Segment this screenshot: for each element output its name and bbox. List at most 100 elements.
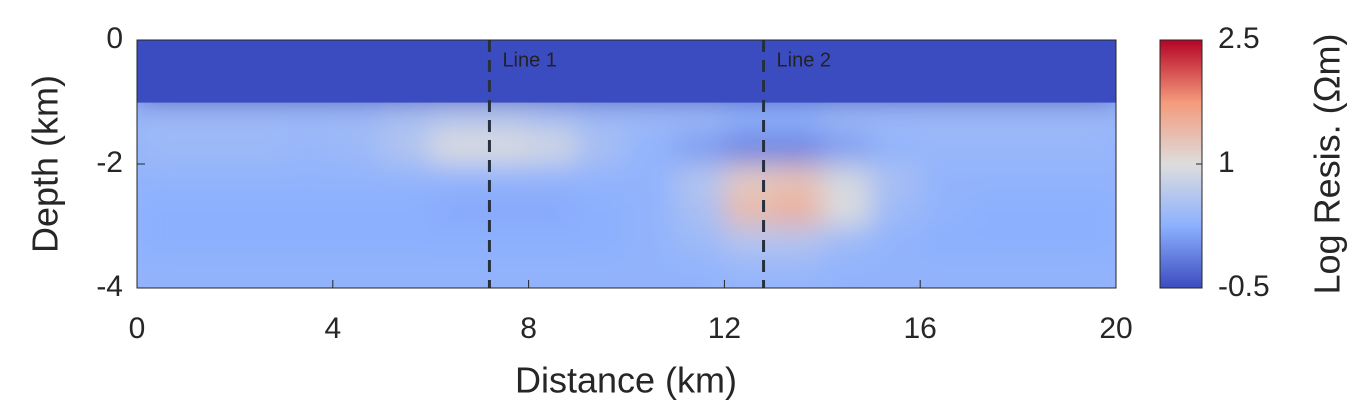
heatmap-cell bbox=[772, 225, 823, 258]
heatmap-cell bbox=[185, 101, 236, 134]
heatmap-cell bbox=[381, 101, 432, 134]
heatmap-cell bbox=[919, 101, 970, 134]
heatmap-cell bbox=[430, 225, 481, 258]
heatmap-cell bbox=[577, 163, 627, 196]
heatmap-cell bbox=[577, 132, 627, 165]
heatmap-cell bbox=[577, 194, 627, 227]
heatmap-cell bbox=[919, 256, 970, 288]
annotation-label: Line 2 bbox=[777, 49, 832, 71]
heatmap-cell bbox=[674, 163, 725, 196]
heatmap-cell bbox=[1066, 163, 1116, 196]
heatmap-cell bbox=[234, 132, 285, 165]
heatmap-cell bbox=[381, 71, 432, 103]
heatmap-cell bbox=[870, 163, 921, 196]
heatmap-cell bbox=[772, 194, 823, 227]
heatmap-cell bbox=[381, 132, 432, 165]
heatmap-cell bbox=[234, 194, 285, 227]
heatmap-cell bbox=[528, 101, 579, 134]
heatmap-cell bbox=[185, 225, 236, 258]
heatmap-cell bbox=[137, 163, 187, 196]
heatmap-cell bbox=[1067, 71, 1116, 103]
x-tick-label: 4 bbox=[324, 312, 341, 345]
heatmap-cell bbox=[674, 101, 725, 134]
heatmap-cell bbox=[577, 101, 627, 134]
heatmap-cell bbox=[723, 256, 774, 288]
heatmap-cell bbox=[430, 101, 481, 134]
x-tick-label: 20 bbox=[1099, 312, 1132, 345]
heatmap-cell bbox=[919, 194, 970, 227]
heatmap-cell bbox=[234, 71, 285, 103]
heatmap-cell bbox=[870, 256, 921, 288]
heatmap-cell bbox=[968, 163, 1019, 196]
colorbar bbox=[1159, 39, 1203, 289]
heatmap-cell bbox=[479, 132, 530, 165]
heatmap-cell bbox=[674, 225, 725, 258]
heatmap bbox=[137, 40, 1116, 288]
heatmap-cell bbox=[381, 40, 432, 72]
x-tick-label: 16 bbox=[904, 312, 937, 345]
heatmap-cell bbox=[283, 132, 334, 165]
heatmap-cell bbox=[626, 256, 676, 288]
heatmap-cell bbox=[430, 40, 481, 72]
heatmap-cell bbox=[626, 132, 676, 165]
heatmap-cell bbox=[185, 256, 236, 288]
heatmap-cell bbox=[332, 71, 383, 103]
heatmap-cell bbox=[723, 194, 774, 227]
annotation-label: Line 1 bbox=[502, 49, 557, 71]
heatmap-cell bbox=[773, 40, 823, 72]
heatmap-cell bbox=[1018, 71, 1068, 103]
heatmap-cell bbox=[332, 101, 383, 134]
heatmap-cell bbox=[919, 132, 970, 165]
heatmap-cell bbox=[283, 40, 334, 72]
heatmap-cell bbox=[137, 132, 187, 165]
heatmap-cell bbox=[626, 225, 676, 258]
heatmap-cell bbox=[479, 194, 530, 227]
colorbar-tick-label: 1 bbox=[1218, 146, 1235, 179]
heatmap-cell bbox=[479, 71, 530, 103]
heatmap-cell bbox=[234, 40, 285, 72]
heatmap-cell bbox=[430, 163, 481, 196]
heatmap-cell bbox=[870, 194, 921, 227]
heatmap-cell bbox=[577, 225, 627, 258]
heatmap-cell bbox=[528, 163, 579, 196]
heatmap-cell bbox=[479, 225, 530, 258]
heatmap-cell bbox=[430, 256, 481, 288]
heatmap-cell bbox=[1066, 132, 1116, 165]
heatmap-cell bbox=[1066, 101, 1116, 134]
heatmap-cell bbox=[332, 132, 383, 165]
heatmap-cell bbox=[577, 40, 628, 72]
heatmap-cell bbox=[479, 163, 530, 196]
heatmap-cell bbox=[675, 71, 725, 103]
y-tick-label: 0 bbox=[106, 22, 123, 55]
heatmap-cell bbox=[577, 256, 627, 288]
heatmap-cell bbox=[1017, 163, 1068, 196]
heatmap-cell bbox=[773, 71, 823, 103]
heatmap-cell bbox=[137, 40, 187, 72]
heatmap-cell bbox=[1017, 194, 1068, 227]
heatmap-cell bbox=[968, 101, 1019, 134]
heatmap-cell bbox=[870, 132, 921, 165]
heatmap-cell bbox=[332, 163, 383, 196]
heatmap-cell bbox=[968, 256, 1019, 288]
heatmap-cell bbox=[920, 40, 970, 72]
heatmap-cell bbox=[479, 101, 530, 134]
heatmap-cell bbox=[968, 225, 1019, 258]
heatmap-cell bbox=[723, 132, 774, 165]
heatmap-cell bbox=[185, 194, 236, 227]
heatmap-cell bbox=[1017, 101, 1068, 134]
heatmap-cell bbox=[528, 194, 579, 227]
heatmap-cell bbox=[185, 163, 236, 196]
heatmap-cell bbox=[430, 132, 481, 165]
heatmap-cell bbox=[821, 132, 872, 165]
colorbar-label: Log Resis. (Ωm) bbox=[1307, 34, 1348, 295]
heatmap-cell bbox=[919, 225, 970, 258]
colorbar-tick-label: -0.5 bbox=[1218, 270, 1270, 303]
heatmap-cell bbox=[528, 40, 579, 72]
heatmap-cell bbox=[675, 40, 725, 72]
heatmap-cell bbox=[1066, 194, 1116, 227]
heatmap-cell bbox=[626, 194, 676, 227]
heatmap-cell bbox=[821, 225, 872, 258]
heatmap-cell bbox=[772, 101, 823, 134]
heatmap-cell bbox=[723, 101, 774, 134]
